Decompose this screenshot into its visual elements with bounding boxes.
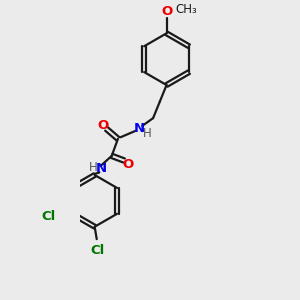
Text: CH₃: CH₃ xyxy=(175,2,197,16)
Text: N: N xyxy=(134,122,145,135)
Text: H: H xyxy=(143,127,152,140)
Text: H: H xyxy=(89,161,98,174)
Text: Cl: Cl xyxy=(41,210,56,223)
Text: O: O xyxy=(98,119,109,132)
Text: O: O xyxy=(161,5,172,18)
Text: Cl: Cl xyxy=(90,244,104,257)
Text: O: O xyxy=(123,158,134,171)
Text: N: N xyxy=(95,162,106,175)
